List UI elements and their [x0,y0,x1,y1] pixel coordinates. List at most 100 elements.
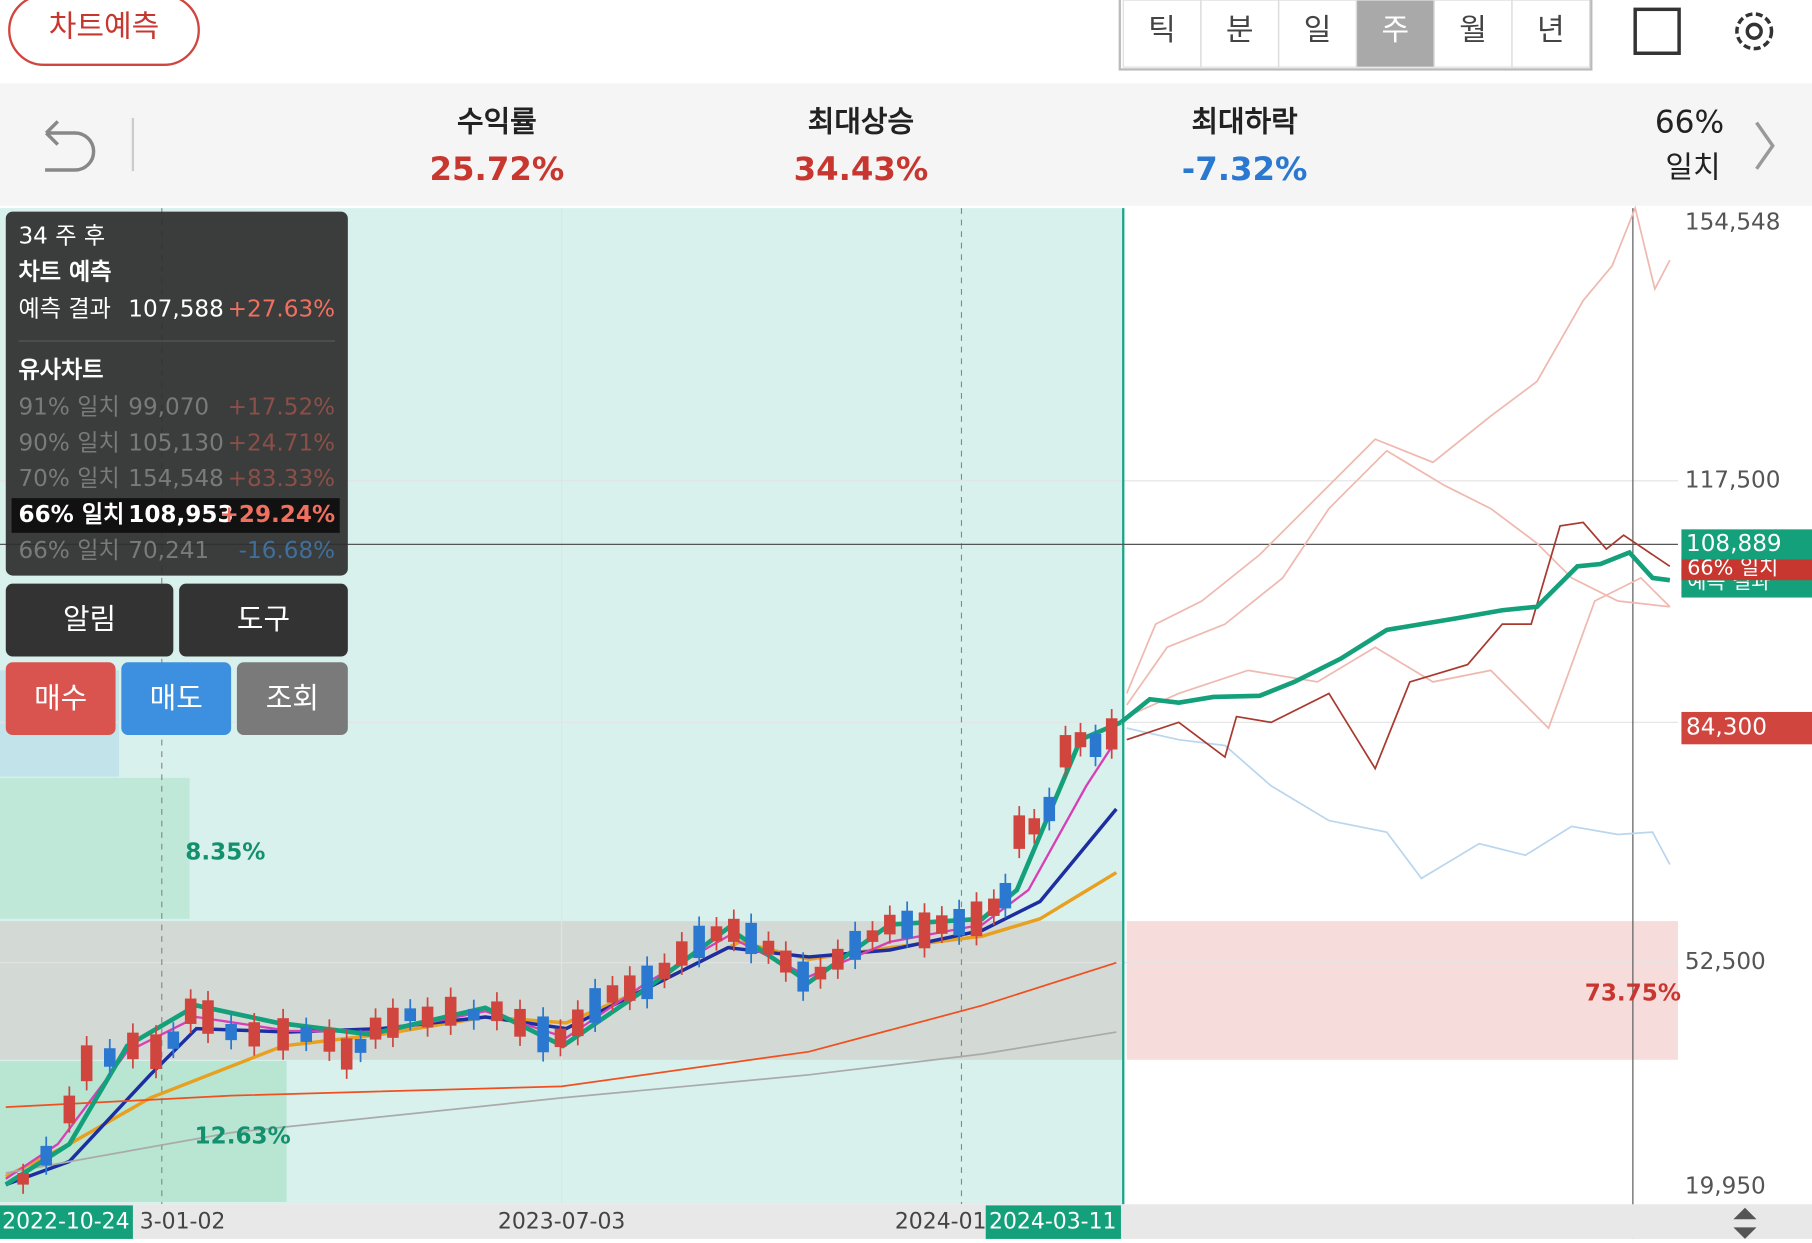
zone-label: 8.35% [185,839,265,865]
y-label: 117,500 [1685,467,1781,493]
tab-label: 틱 [1148,13,1176,48]
result-price: 107,588 [128,296,224,322]
candle [918,912,931,949]
candle [710,926,723,942]
tooltip-title: 차트 예측 [18,259,111,285]
back-icon[interactable] [44,120,96,172]
predict-button[interactable] [8,0,200,66]
candle [468,1008,480,1021]
similar-price: 154,548 [128,466,224,492]
forecast-band [1126,921,1678,1060]
candle [514,1008,526,1037]
similar-change: +29.24% [220,502,336,528]
highlight-row [11,498,340,533]
candle [624,975,636,1001]
candle [127,1032,139,1060]
candle [988,898,1000,916]
candle [1074,732,1087,748]
candle [150,1034,162,1070]
match-value: 66% [1655,105,1724,141]
scroll-icon[interactable] [1733,1207,1757,1239]
x-axis-bar [0,1204,1812,1239]
candle [797,961,809,992]
candle [323,1028,336,1052]
button-label: 매도 [150,681,203,715]
candle [693,925,705,959]
candle [1059,735,1072,768]
legend-tag [1681,557,1812,581]
similar-price: 108,953 [128,502,233,528]
button[interactable] [5,662,116,736]
tab[interactable] [1355,0,1435,68]
button-label: 매수 [34,681,87,715]
candle [999,882,1012,909]
settings-icon[interactable] [1735,12,1774,51]
stats: 수익률 25.72% 최대상승 34.43% 최대하락 -7.32% [430,105,1308,188]
x-label: 3-01-02 [140,1210,226,1235]
price-tag [1681,711,1812,745]
similar-change: +24.71% [228,430,335,456]
button[interactable] [121,662,232,736]
similar-match: 70% 일치 [18,466,119,492]
tab[interactable] [1122,0,1202,68]
similar-price: 70,241 [128,538,209,564]
candle [728,918,740,942]
tab-label: 분 [1226,13,1254,48]
candle [491,1001,503,1022]
candle [762,940,775,955]
similar-match: 66% 일치 [18,538,119,564]
candle [167,1031,180,1049]
predict-label: 차트예측 [49,9,160,44]
x-label: 2024-03-11 [989,1210,1117,1235]
date-tag [985,1205,1121,1239]
price-tag-label: 84,300 [1686,715,1767,741]
price-tag-label: 108,889 [1686,531,1782,557]
candle [104,1048,116,1067]
price-tag [1681,529,1812,560]
candle [901,910,913,939]
candle [248,1022,261,1047]
next-icon[interactable] [1755,121,1775,170]
tab[interactable] [1511,0,1591,68]
similar-match: 91% 일치 [18,395,119,421]
candle [970,901,983,937]
stat-label: 최대상승 [808,105,914,139]
candle [606,985,619,1003]
similar-line [1125,205,1671,694]
stat-value: 34.43% [794,150,929,188]
candle [277,1018,289,1051]
zone-label: 73.75% [1585,980,1681,1006]
ma-line [4,871,1118,1179]
candle [40,1145,53,1166]
similar-title: 유사차트 [18,358,103,384]
candle [572,1009,584,1037]
button[interactable] [179,583,348,657]
x-label: 2022-10-24 [2,1210,130,1235]
x-label: 2023-07-03 [498,1210,625,1235]
date-tag [0,1205,133,1239]
button[interactable] [5,583,174,657]
candle [1089,733,1102,758]
zone-label: 12.63% [195,1124,291,1150]
layout-icon[interactable] [1633,7,1681,55]
y-label: 52,500 [1685,949,1766,975]
zone [0,777,190,919]
candle [184,998,197,1024]
button[interactable] [236,662,348,736]
candle [369,1017,382,1040]
candle [589,988,601,1023]
forecast-line [1119,549,1671,725]
similar-price: 105,130 [128,430,224,456]
similar-change: +83.33% [228,466,335,492]
stat-label: 수익률 [457,105,537,139]
ma-line [5,1031,1117,1174]
candle [676,941,688,966]
candle [300,1026,313,1042]
similar-change: +17.52% [228,395,335,421]
candle [404,1008,417,1022]
candle [1028,818,1041,835]
